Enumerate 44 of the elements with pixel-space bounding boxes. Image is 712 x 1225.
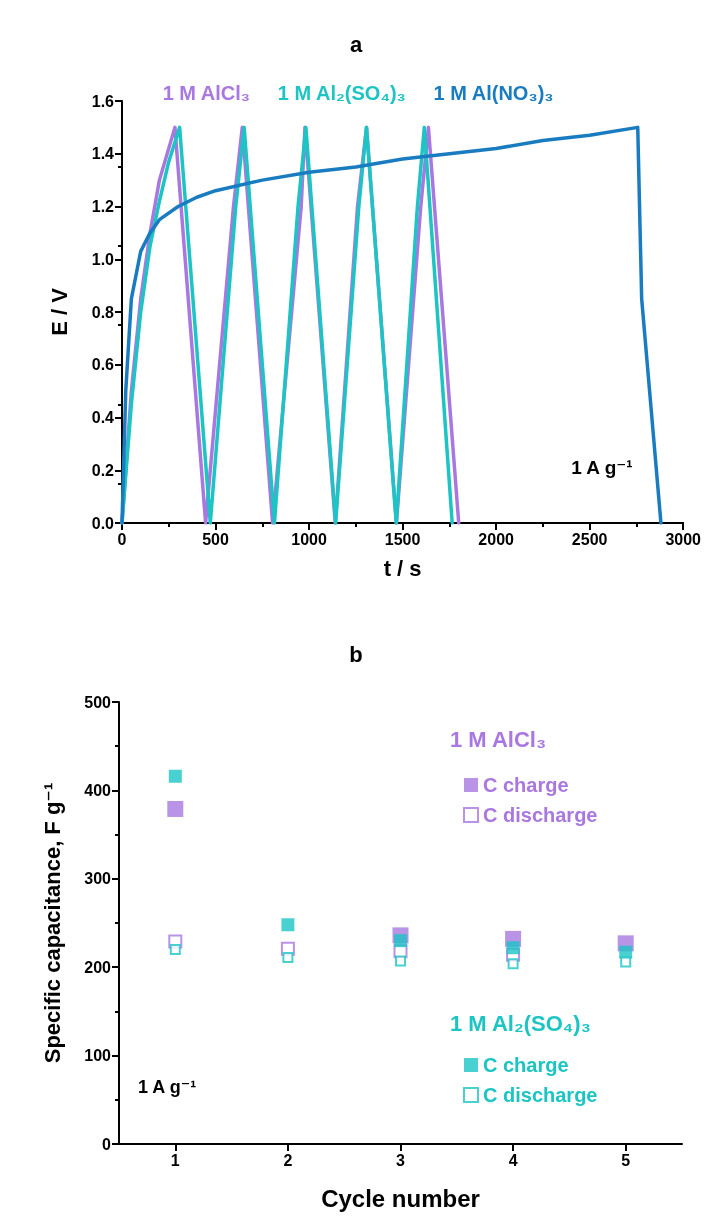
x-tick-label: 3000 xyxy=(665,530,702,548)
chart-title: b xyxy=(349,641,363,667)
y-tick-label: 100 xyxy=(84,1047,112,1065)
legend-label: C discharge xyxy=(483,1084,598,1106)
y-tick-label: 1.4 xyxy=(91,145,115,163)
y-tick-label: 500 xyxy=(84,693,112,711)
y-tick-label: 1.2 xyxy=(91,198,115,215)
y-tick-label: 0 xyxy=(102,1135,112,1153)
legend-label: C charge xyxy=(483,774,569,796)
series-label: 1 M Al₂(SO₄)₃ xyxy=(277,82,406,104)
legend-label: C charge xyxy=(483,1054,569,1076)
y-tick-label: 0.6 xyxy=(91,356,115,374)
y-axis-title: Specific capacitance, F g⁻¹ xyxy=(39,782,65,1064)
x-tick-label: 500 xyxy=(202,530,229,548)
x-tick-label: 0 xyxy=(117,530,127,548)
x-tick-label: 3 xyxy=(396,1151,406,1169)
series-label: 1 M Al(NO₃)₃ xyxy=(433,82,554,104)
annotation: 1 A g⁻¹ xyxy=(571,457,633,478)
x-tick-label: 5 xyxy=(621,1151,631,1169)
y-axis-title: E / V xyxy=(46,287,72,336)
x-tick-label: 4 xyxy=(508,1151,518,1169)
x-axis-title: t / s xyxy=(383,555,422,581)
x-tick-label: 1500 xyxy=(384,530,421,548)
annotation: 1 M Al₂(SO₄)₃ xyxy=(450,1010,591,1036)
x-axis-title: Cycle number xyxy=(321,1184,480,1212)
y-tick-label: 1.0 xyxy=(91,250,115,268)
y-tick-label: 1.6 xyxy=(91,92,115,110)
x-tick-label: 1 xyxy=(170,1151,180,1169)
annotation: 1 M AlCl₃ xyxy=(450,726,547,752)
y-tick-label: 300 xyxy=(84,870,112,888)
legend-label: C discharge xyxy=(483,804,598,826)
x-tick-label: 1000 xyxy=(291,530,327,548)
series-label: 1 M AlCl₃ xyxy=(162,82,251,104)
x-tick-label: 2500 xyxy=(571,530,608,548)
annotation: 1 A g⁻¹ xyxy=(138,1077,197,1097)
y-tick-label: 0.2 xyxy=(91,461,115,479)
x-tick-label: 2 xyxy=(283,1151,293,1169)
y-tick-label: 200 xyxy=(84,958,112,976)
chart-title: a xyxy=(349,31,363,57)
y-tick-label: 0.0 xyxy=(91,514,115,532)
y-tick-label: 0.4 xyxy=(91,409,115,426)
y-tick-label: 0.8 xyxy=(91,303,115,321)
x-tick-label: 2000 xyxy=(478,530,515,548)
y-tick-label: 400 xyxy=(84,781,112,799)
